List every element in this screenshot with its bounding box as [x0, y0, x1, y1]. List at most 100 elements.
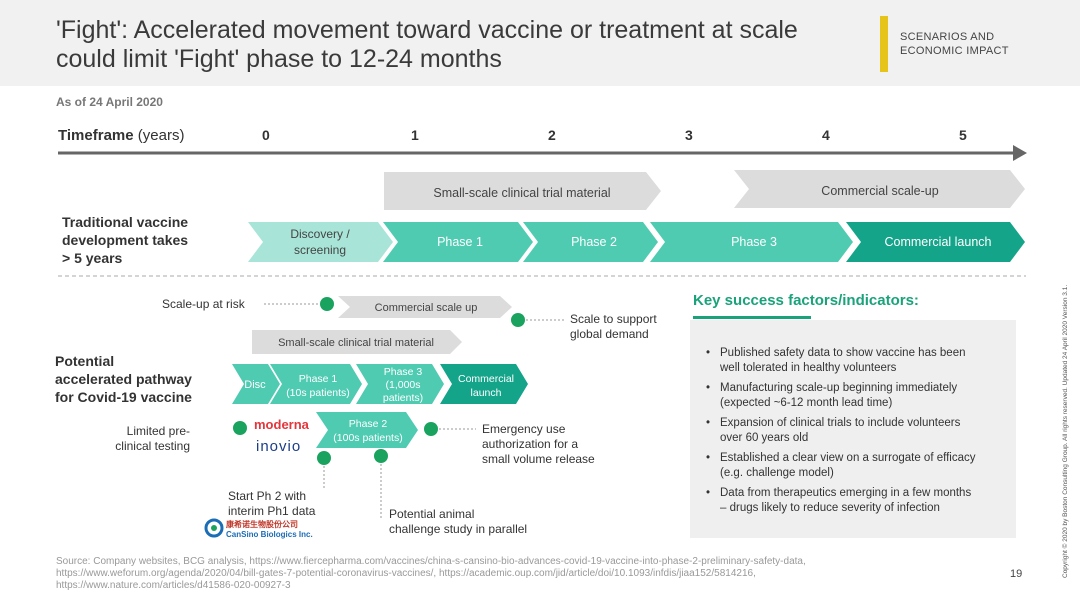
timeframe-label-text: Timeframe [58, 127, 134, 144]
section-tag-line-2: ECONOMIC IMPACT [900, 45, 1009, 57]
scale-support-line-2: global demand [570, 327, 649, 341]
acc-phase-commercial-line-1: Commercial [458, 373, 514, 385]
start-ph2-line-2: interim Ph1 data [228, 504, 316, 518]
inovio-logo: inovio [256, 438, 302, 455]
trad-phase-discovery-line-1: Discovery / [290, 227, 350, 241]
header-accent-bar [880, 16, 888, 72]
page-title: 'Fight': Accelerated movement toward vac… [56, 16, 876, 74]
scale-support-line-1: Scale to support [570, 312, 657, 326]
ksf-item-1-line-1: Published safety data to show vaccine ha… [720, 347, 966, 359]
ksf-item: Manufacturing scale-up beginning immedia… [704, 381, 1004, 411]
copyright-text: Copyright © 2020 by Boston Consulting Gr… [1061, 285, 1069, 578]
source-line-2: https://www.weforum.org/agenda/2020/04/b… [56, 568, 756, 579]
emergency-use-dot [424, 422, 438, 436]
ksf-item-3-line-1: Expansion of clinical trials to include … [720, 417, 961, 429]
limited-preclinical-label: Limited pre- clinical testing [102, 424, 190, 454]
section-tag-line-1: SCENARIOS AND [900, 31, 995, 43]
trad-phase-discovery-line-2: screening [294, 243, 346, 257]
acc-phase-3-line-3: patients) [383, 392, 423, 404]
ksf-item-2-line-2: (expected ~6-12 month lead time) [720, 397, 893, 409]
scale-up-at-risk-dot [320, 297, 334, 311]
scale-up-at-risk-label: Scale-up at risk [162, 297, 245, 311]
trad-phase-1 [383, 222, 533, 262]
traditional-label-line-2: development takes [62, 232, 189, 248]
traditional-label-line-1: Traditional vaccine [62, 214, 189, 230]
trad-phase-commercial-launch [846, 222, 1025, 262]
trad-phase-1-label: Phase 1 [437, 235, 483, 249]
header-band [0, 0, 1080, 86]
acc-bar-small-scale-label: Small-scale clinical trial material [278, 337, 434, 349]
title-line-2: could limit 'Fight' phase to 12-24 month… [56, 45, 502, 73]
acc-phase-disc-label: Disc [244, 379, 266, 391]
accelerated-label: Potential accelerated pathway for Covid-… [55, 352, 192, 406]
ksf-item: Published safety data to show vaccine ha… [704, 346, 1004, 376]
trad-bar-commercial-scale-up [734, 170, 1025, 208]
moderna-logo: moderna [254, 417, 309, 432]
ksf-item-5-line-2: – drugs likely to reduce severity of inf… [720, 502, 940, 514]
traditional-label-line-3: > 5 years [62, 250, 123, 266]
ksf-item: Expansion of clinical trials to include … [704, 416, 1004, 446]
accelerated-label-line-3: for Covid-19 vaccine [55, 389, 192, 405]
section-tag: SCENARIOS AND ECONOMIC IMPACT [900, 30, 1009, 58]
tick-year-0: 0 [262, 127, 270, 143]
acc-phase-2-line-2: (100s patients) [333, 432, 402, 444]
ksf-item-4-line-1: Established a clear view on a surrogate … [720, 452, 976, 464]
acc-phase-disc [232, 364, 280, 404]
acc-phase-1 [270, 364, 362, 404]
animal-challenge-line-2: challenge study in parallel [389, 522, 528, 536]
trad-phase-3 [650, 222, 853, 262]
ksf-item-4-line-2: (e.g. challenge model) [720, 467, 834, 479]
emergency-use-line-3: small volume release [482, 452, 595, 466]
source-note: Source: Company websites, BCG analysis, … [56, 556, 936, 592]
cansino-logo [204, 518, 224, 538]
ksf-underline [693, 316, 811, 319]
trad-phase-2-label: Phase 2 [571, 235, 617, 249]
tick-year-3: 3 [685, 127, 693, 143]
accelerated-label-line-2: accelerated pathway [55, 371, 192, 387]
acc-phase-commercial-launch [440, 364, 528, 404]
trad-phase-commercial-launch-label: Commercial launch [885, 235, 992, 249]
scale-support-label: Scale to support global demand [570, 312, 657, 342]
ksf-item-1-line-2: well tolerated in healthy volunteers [720, 362, 897, 374]
limited-preclinical-line-1: Limited pre- [126, 424, 190, 438]
start-ph2-line-1: Start Ph 2 with [228, 489, 307, 503]
acc-phase-3-line-1: Phase 3 [384, 366, 423, 378]
animal-challenge-line-1: Potential animal [389, 507, 475, 521]
timeframe-unit: (years) [137, 127, 185, 144]
tick-year-2: 2 [548, 127, 556, 143]
scale-support-dot [511, 313, 525, 327]
acc-phase-3 [356, 364, 444, 404]
acc-phase-2-line-1: Phase 2 [349, 418, 388, 430]
trad-bar-small-scale-label: Small-scale clinical trial material [433, 186, 610, 200]
cansino-logo-text: 康希诺生物股份公司 CanSino Biologics Inc. [226, 520, 313, 540]
acc-bar-commercial-scale-up [338, 296, 512, 318]
trad-phase-discovery [248, 222, 393, 262]
acc-phase-2 [316, 412, 418, 448]
ksf-item: Established a clear view on a surrogate … [704, 451, 1004, 481]
cansino-en: CanSino Biologics Inc. [226, 530, 313, 539]
acc-phase-3-line-2: (1,000s [385, 379, 420, 391]
acc-bar-commercial-scale-up-label: Commercial scale up [375, 302, 478, 314]
ksf-box: Published safety data to show vaccine ha… [690, 320, 1016, 538]
tick-year-1: 1 [411, 127, 419, 143]
cansino-cn: 康希诺生物股份公司 [226, 520, 298, 529]
emergency-use-line-2: authorization for a [482, 437, 579, 451]
tick-year-4: 4 [822, 127, 830, 143]
emergency-use-line-1: Emergency use [482, 422, 566, 436]
acc-bar-small-scale [252, 330, 462, 354]
copyright-notice: Copyright © 2020 by Boston Consulting Gr… [1061, 285, 1069, 578]
ksf-item-5-line-1: Data from therapeutics emerging in a few… [720, 487, 972, 499]
limited-preclinical-line-2: clinical testing [115, 439, 190, 453]
acc-phase-commercial-line-2: launch [471, 387, 502, 399]
trad-bar-commercial-scale-up-label: Commercial scale-up [821, 184, 938, 198]
ksf-title: Key success factors/indicators: [693, 292, 919, 309]
acc-phase-1-line-1: Phase 1 [299, 373, 338, 385]
emergency-use-label: Emergency use authorization for a small … [482, 422, 595, 467]
ksf-list: Published safety data to show vaccine ha… [690, 320, 1016, 516]
acc-phase-1-line-2: (10s patients) [286, 387, 350, 399]
title-line-1: 'Fight': Accelerated movement toward vac… [56, 16, 798, 44]
limited-preclinical-dot [233, 421, 247, 435]
traditional-label: Traditional vaccine development takes > … [62, 213, 188, 267]
start-ph2-dot [317, 451, 331, 465]
